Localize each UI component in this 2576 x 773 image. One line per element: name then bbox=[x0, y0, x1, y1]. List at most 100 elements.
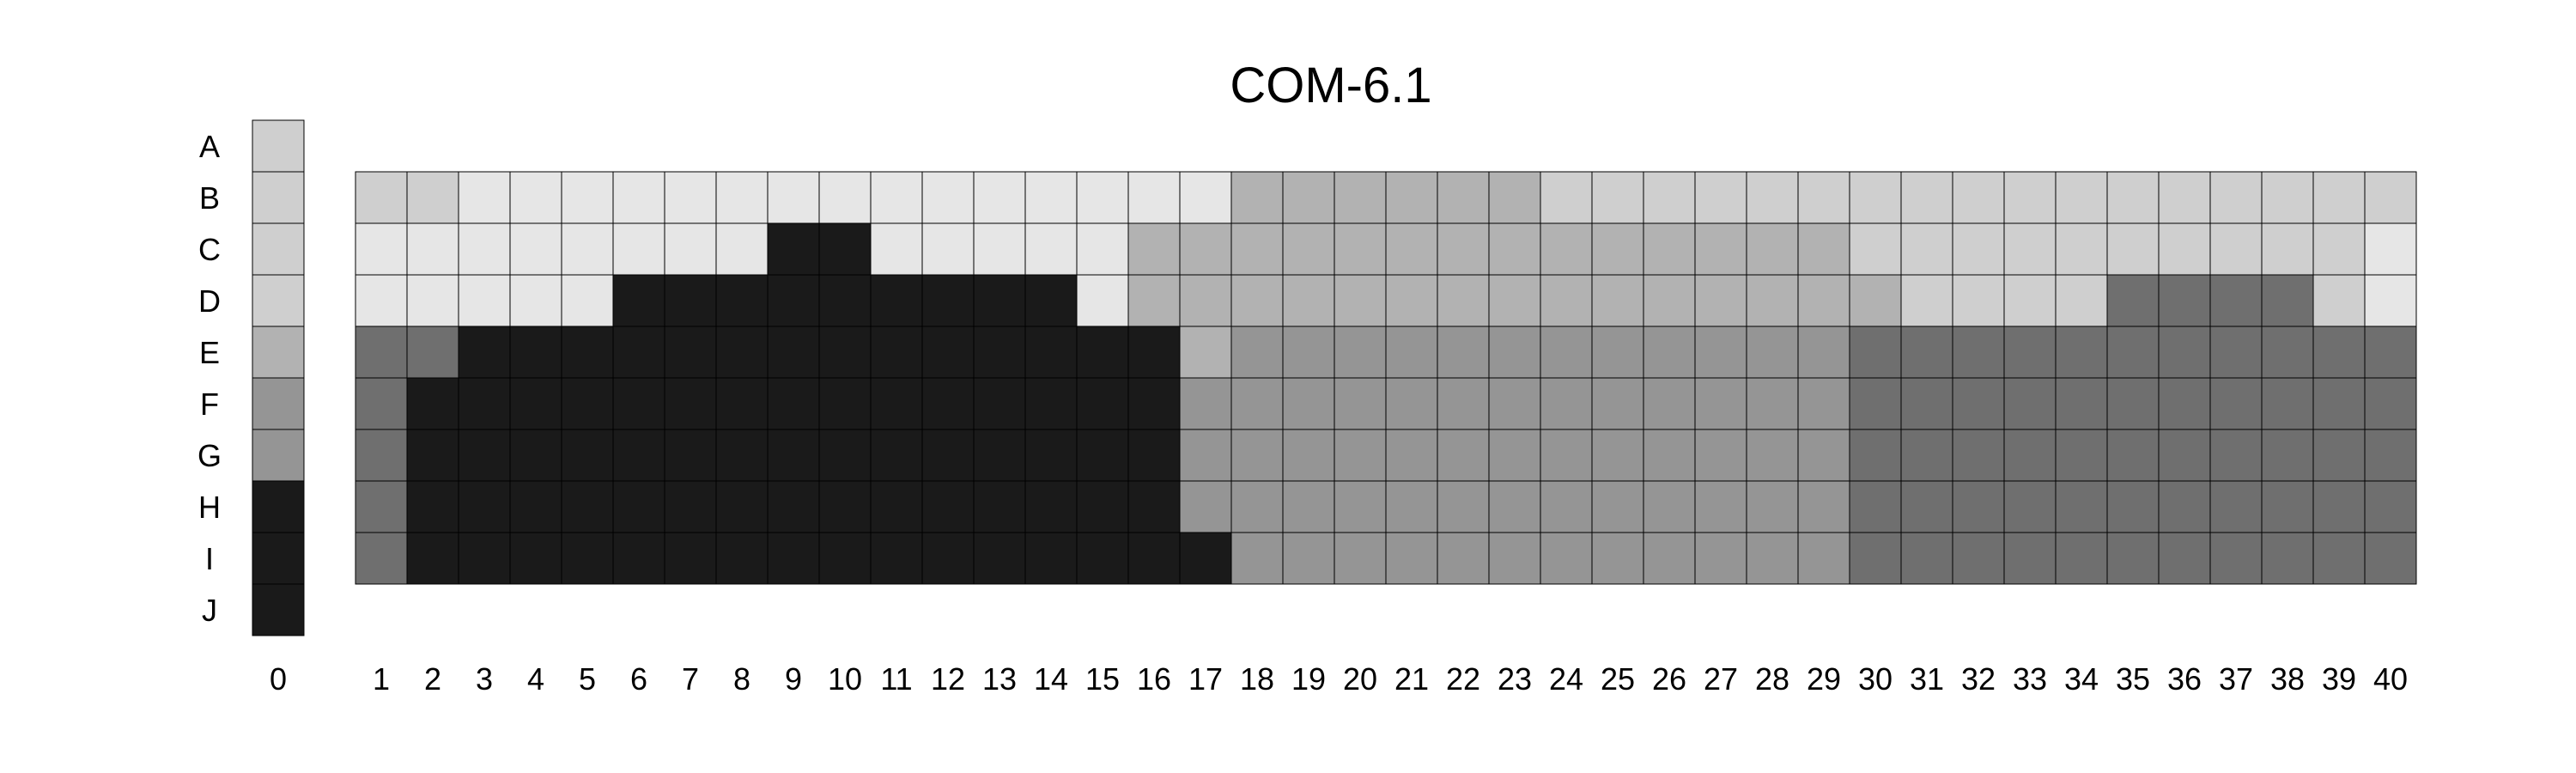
column-label: 1 bbox=[373, 661, 390, 697]
heatmap-cell bbox=[1900, 171, 1953, 224]
heatmap-cell bbox=[1437, 480, 1490, 533]
heatmap-cell bbox=[767, 480, 820, 533]
heatmap-cell bbox=[561, 377, 614, 430]
heatmap-cell bbox=[1591, 532, 1644, 585]
heatmap-cell bbox=[509, 274, 562, 327]
heatmap-cell bbox=[1591, 274, 1644, 327]
heatmap-cell bbox=[973, 171, 1026, 224]
heatmap-cell bbox=[1746, 429, 1799, 482]
heatmap-cell bbox=[509, 377, 562, 430]
heatmap-cell bbox=[355, 480, 408, 533]
key-cell bbox=[252, 119, 305, 173]
heatmap-cell bbox=[509, 222, 562, 276]
heatmap-cell bbox=[1643, 480, 1696, 533]
row-label: A bbox=[199, 129, 220, 164]
heatmap-cell bbox=[1076, 274, 1129, 327]
heatmap-cell bbox=[1746, 532, 1799, 585]
column-labels: 0 1 2 3 4 5 6 7 8 9 10 11 12 13 14 15 16 17 18 19 20 21 22 23 24… bbox=[270, 661, 2408, 697]
column-label: 29 bbox=[1807, 661, 1841, 697]
heatmap-cell bbox=[2158, 171, 2211, 224]
heatmap-cell bbox=[664, 377, 717, 430]
heatmap-cell bbox=[1230, 377, 1284, 430]
heatmap-cell bbox=[767, 274, 820, 327]
heatmap-cell bbox=[2106, 532, 2160, 585]
heatmap-cell bbox=[1488, 274, 1541, 327]
heatmap-cell bbox=[1849, 326, 1902, 379]
heatmap-cell bbox=[1540, 429, 1593, 482]
heatmap-cell bbox=[406, 429, 459, 482]
heatmap-cell bbox=[1334, 480, 1387, 533]
heatmap-cell bbox=[406, 480, 459, 533]
heatmap-cell bbox=[561, 532, 614, 585]
heatmap-cell bbox=[561, 222, 614, 276]
heatmap-cell bbox=[2209, 326, 2263, 379]
heatmap-cell bbox=[767, 171, 820, 224]
heatmap-cell bbox=[921, 429, 975, 482]
heatmap-cell bbox=[1179, 377, 1232, 430]
heatmap-cell bbox=[1900, 222, 1953, 276]
heatmap-cell bbox=[612, 532, 665, 585]
chart-title: COM-6.1 bbox=[1230, 58, 1432, 113]
heatmap-cell bbox=[1282, 326, 1335, 379]
heatmap-cell bbox=[458, 274, 511, 327]
heatmap-cell bbox=[2364, 532, 2417, 585]
heatmap-cell bbox=[818, 222, 872, 276]
heatmap-cell bbox=[1076, 532, 1129, 585]
heatmap-cell bbox=[1385, 532, 1438, 585]
column-label: 28 bbox=[1755, 661, 1789, 697]
heatmap-cell bbox=[2158, 222, 2211, 276]
column-label: 39 bbox=[2322, 661, 2356, 697]
heatmap-cell bbox=[1488, 377, 1541, 430]
heatmap-cell bbox=[509, 326, 562, 379]
heatmap-cell bbox=[1282, 377, 1335, 430]
heatmap-cell bbox=[1952, 429, 2005, 482]
heatmap-cell bbox=[1488, 429, 1541, 482]
column-label: 14 bbox=[1034, 661, 1068, 697]
heatmap-cell bbox=[2158, 274, 2211, 327]
heatmap-cell bbox=[2106, 326, 2160, 379]
heatmap-cell bbox=[1282, 171, 1335, 224]
heatmap-cell bbox=[406, 222, 459, 276]
heatmap-cell bbox=[355, 532, 408, 585]
heatmap-cell bbox=[1024, 480, 1078, 533]
heatmap-cell bbox=[1385, 326, 1438, 379]
heatmap-cell bbox=[767, 222, 820, 276]
heatmap-cell bbox=[1643, 274, 1696, 327]
heatmap-cell bbox=[1540, 222, 1593, 276]
heatmap-cell bbox=[767, 532, 820, 585]
heatmap-cell bbox=[2312, 429, 2366, 482]
heatmap-cell bbox=[2261, 532, 2314, 585]
heatmap-cell bbox=[1746, 171, 1799, 224]
heatmap-cell bbox=[1540, 274, 1593, 327]
heatmap-cell bbox=[973, 377, 1026, 430]
column-label: 11 bbox=[880, 661, 912, 697]
heatmap-cell bbox=[664, 480, 717, 533]
heatmap-cell bbox=[1849, 222, 1902, 276]
heatmap-cell bbox=[1540, 532, 1593, 585]
heatmap-cell bbox=[1179, 171, 1232, 224]
heatmap-cell bbox=[1437, 429, 1490, 482]
key-cell bbox=[252, 532, 305, 585]
heatmap-cell bbox=[2364, 480, 2417, 533]
column-label: 17 bbox=[1188, 661, 1223, 697]
column-label: 35 bbox=[2116, 661, 2150, 697]
heatmap-cell bbox=[870, 274, 923, 327]
heatmap-cell bbox=[2106, 222, 2160, 276]
row-label: I bbox=[205, 541, 214, 576]
heatmap-grid bbox=[355, 171, 2417, 585]
column-label: 27 bbox=[1704, 661, 1738, 697]
heatmap-cell bbox=[1334, 274, 1387, 327]
heatmap-cell bbox=[1797, 429, 1850, 482]
heatmap-cell bbox=[2055, 171, 2108, 224]
heatmap-cell bbox=[1488, 326, 1541, 379]
heatmap-cell bbox=[1024, 222, 1078, 276]
heatmap-cell bbox=[1746, 222, 1799, 276]
heatmap-cell bbox=[1488, 222, 1541, 276]
heatmap-cell bbox=[1952, 171, 2005, 224]
column-label: 23 bbox=[1498, 661, 1532, 697]
column-label: 0 bbox=[270, 661, 287, 697]
heatmap-cell bbox=[921, 274, 975, 327]
heatmap-cell bbox=[2312, 326, 2366, 379]
heatmap-cell bbox=[1849, 480, 1902, 533]
